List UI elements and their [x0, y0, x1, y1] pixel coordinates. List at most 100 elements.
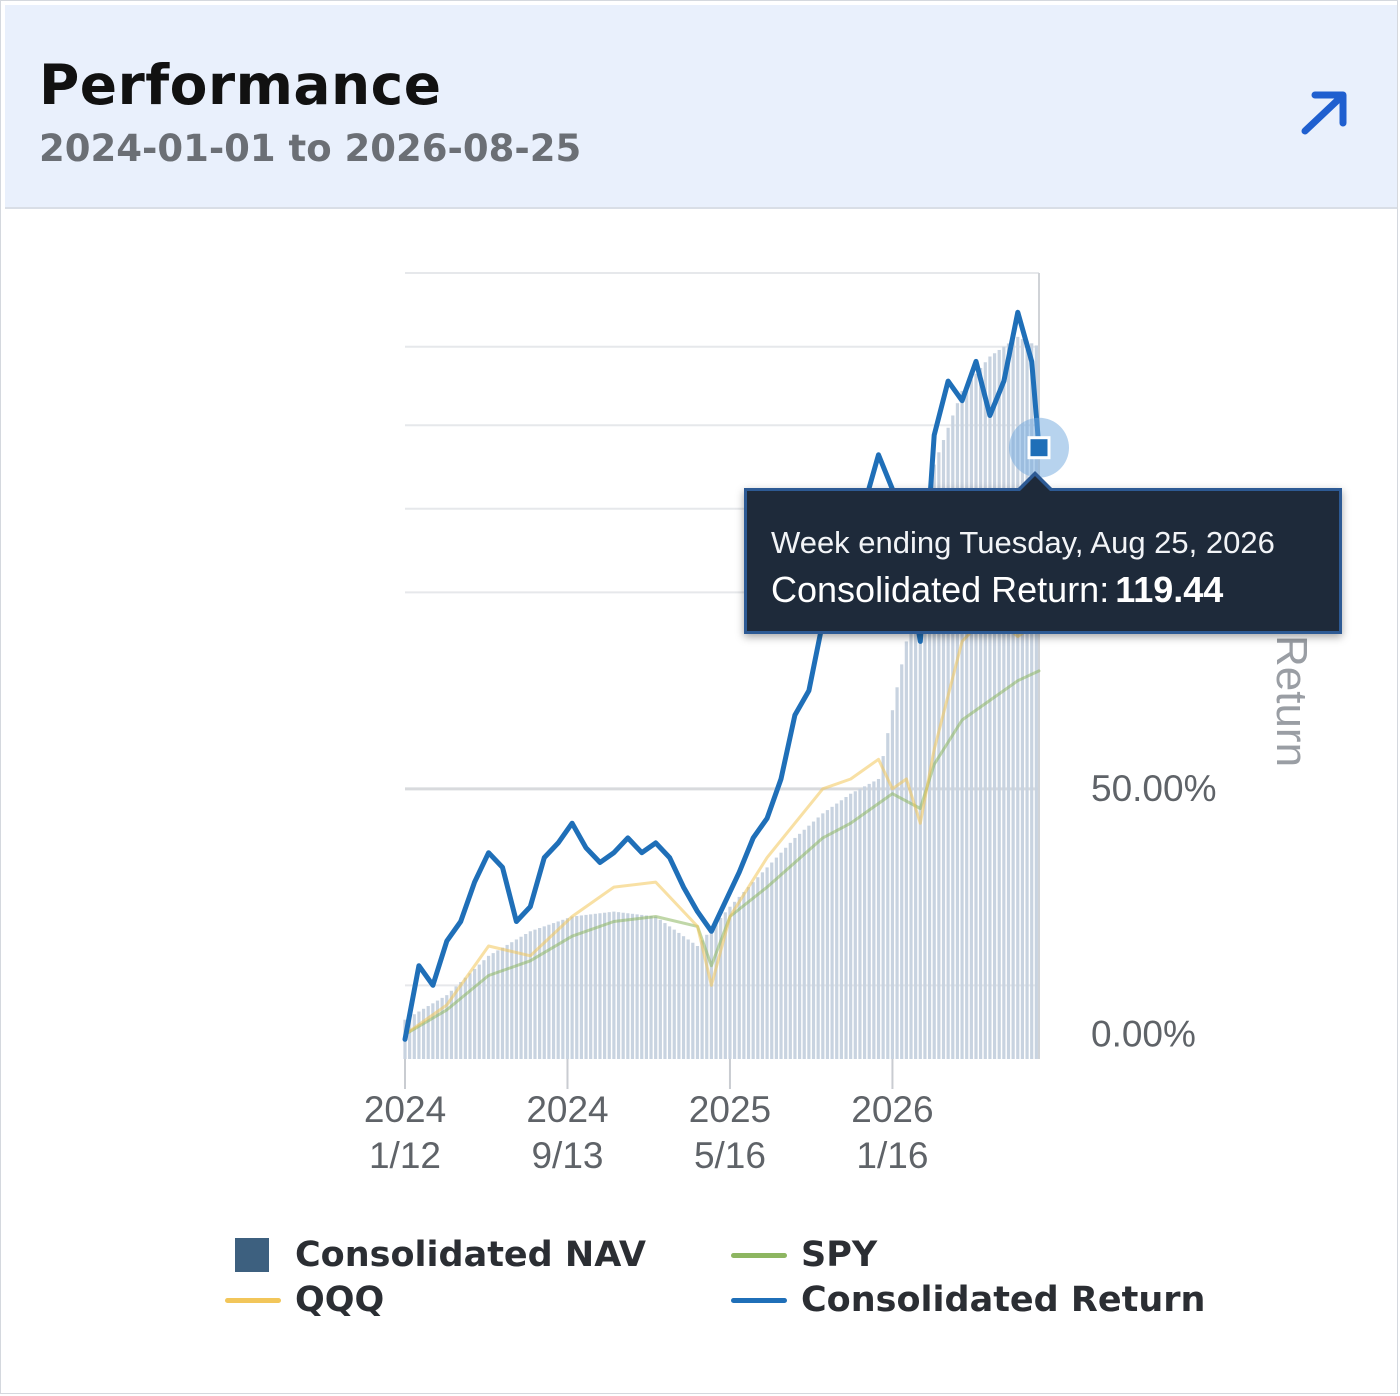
nav-bar	[426, 1006, 430, 1059]
nav-bar	[454, 986, 458, 1059]
nav-bar	[616, 912, 621, 1059]
nav-bar	[445, 995, 449, 1059]
nav-bar	[538, 928, 542, 1059]
expand-button[interactable]	[1291, 81, 1355, 145]
nav-bar	[468, 973, 472, 1059]
nav-bar	[988, 356, 992, 1059]
legend-item-qqq[interactable]: QQQ	[225, 1280, 384, 1320]
nav-bar	[607, 912, 611, 1059]
nav-bar	[974, 373, 978, 1059]
nav-bar	[969, 379, 973, 1059]
legend-label-nav: Consolidated NAV	[295, 1235, 646, 1275]
nav-bar	[802, 829, 806, 1059]
legend-swatch-return	[731, 1297, 787, 1303]
nav-bar	[807, 825, 811, 1059]
nav-bar	[473, 968, 477, 1059]
nav-bar	[640, 914, 644, 1059]
nav-bar	[644, 915, 648, 1059]
nav-bar	[797, 833, 802, 1059]
tooltip-return-value: 119.44	[1115, 569, 1224, 610]
hover-point[interactable]	[1027, 436, 1051, 460]
nav-bar	[570, 916, 574, 1059]
legend-label-return: Consolidated Return	[801, 1280, 1206, 1320]
nav-bar	[491, 953, 495, 1059]
x-tick-label-date: 9/13	[531, 1135, 603, 1176]
nav-bar	[811, 821, 816, 1059]
nav-bar	[556, 921, 560, 1059]
tooltip-return-label: Consolidated Return:	[771, 569, 1110, 610]
nav-bar	[579, 915, 584, 1059]
nav-bar	[700, 940, 704, 1059]
nav-bar	[895, 687, 899, 1059]
nav-bar	[593, 913, 597, 1059]
legend-item-nav[interactable]: Consolidated NAV	[235, 1235, 646, 1275]
nav-bar	[654, 916, 658, 1059]
x-tick-label-date: 1/16	[856, 1135, 928, 1176]
legend-swatch-nav	[235, 1238, 269, 1272]
legend-label-qqq: QQQ	[295, 1280, 385, 1320]
nav-bar	[575, 915, 579, 1059]
nav-bar	[603, 912, 607, 1059]
nav-bar	[496, 950, 500, 1059]
nav-bar	[686, 939, 690, 1059]
x-tick-label-year: 2024	[364, 1089, 446, 1130]
nav-bar	[421, 1008, 426, 1059]
card-title: Performance	[39, 53, 442, 117]
nav-bar	[551, 923, 556, 1059]
legend-label-spy: SPY	[801, 1235, 878, 1275]
nav-bar	[417, 1011, 421, 1059]
nav-bar	[672, 929, 676, 1059]
nav-bar	[992, 353, 997, 1059]
nav-bar	[723, 912, 727, 1059]
nav-bar	[626, 913, 630, 1059]
nav-bar	[1020, 339, 1025, 1059]
nav-bar	[547, 924, 551, 1059]
nav-bar	[709, 929, 713, 1059]
nav-bar	[960, 390, 964, 1059]
nav-bar	[565, 918, 570, 1059]
nav-bar	[733, 901, 737, 1059]
nav-bar	[751, 882, 755, 1059]
legend-item-return[interactable]: Consolidated Return	[731, 1280, 1205, 1320]
y-axis-title: Return	[1267, 635, 1316, 767]
nav-bar	[770, 862, 774, 1059]
nav-bar	[459, 982, 463, 1059]
nav-bar	[983, 362, 987, 1059]
nav-bar	[528, 931, 532, 1059]
nav-bar	[867, 783, 871, 1059]
nav-bar	[477, 964, 481, 1059]
nav-bar	[598, 913, 602, 1059]
legend-swatch-spy	[731, 1252, 787, 1258]
nav-bar	[793, 837, 797, 1059]
x-tick-label-date: 5/16	[694, 1135, 766, 1176]
nav-bar	[881, 756, 885, 1059]
nav-bar	[681, 936, 686, 1059]
x-tick-label-date: 1/12	[369, 1135, 441, 1176]
nav-bar	[500, 947, 505, 1059]
y-tick-label: 50.00%	[1091, 768, 1217, 809]
nav-bar	[1034, 345, 1038, 1060]
nav-bar	[886, 733, 890, 1059]
nav-bar	[677, 932, 681, 1059]
nav-bar	[737, 896, 741, 1059]
nav-bar	[482, 960, 486, 1059]
nav-bar	[821, 813, 825, 1059]
nav-bar	[1002, 346, 1006, 1059]
nav-bar	[955, 403, 960, 1059]
nav-bar	[514, 939, 519, 1059]
nav-bar	[589, 914, 593, 1059]
legend-item-spy[interactable]: SPY	[731, 1235, 877, 1275]
nav-bar	[872, 781, 876, 1059]
nav-bar	[542, 926, 546, 1059]
nav-bar	[524, 934, 528, 1059]
nav-bar	[719, 917, 723, 1059]
performance-chart[interactable]: 2024 1/12 2024 9/13 2025 5/16 2026 1/16 0.00% 50…	[1, 1, 1400, 1201]
nav-bar	[1025, 341, 1029, 1059]
nav-bar	[979, 367, 983, 1060]
nav-bar	[914, 595, 918, 1059]
nav-bar	[449, 990, 454, 1059]
chart-tooltip: Week ending Tuesday, Aug 25, 2026 Consol…	[744, 471, 1342, 634]
nav-bar	[695, 946, 700, 1059]
x-tick-label-year: 2024	[526, 1089, 608, 1130]
